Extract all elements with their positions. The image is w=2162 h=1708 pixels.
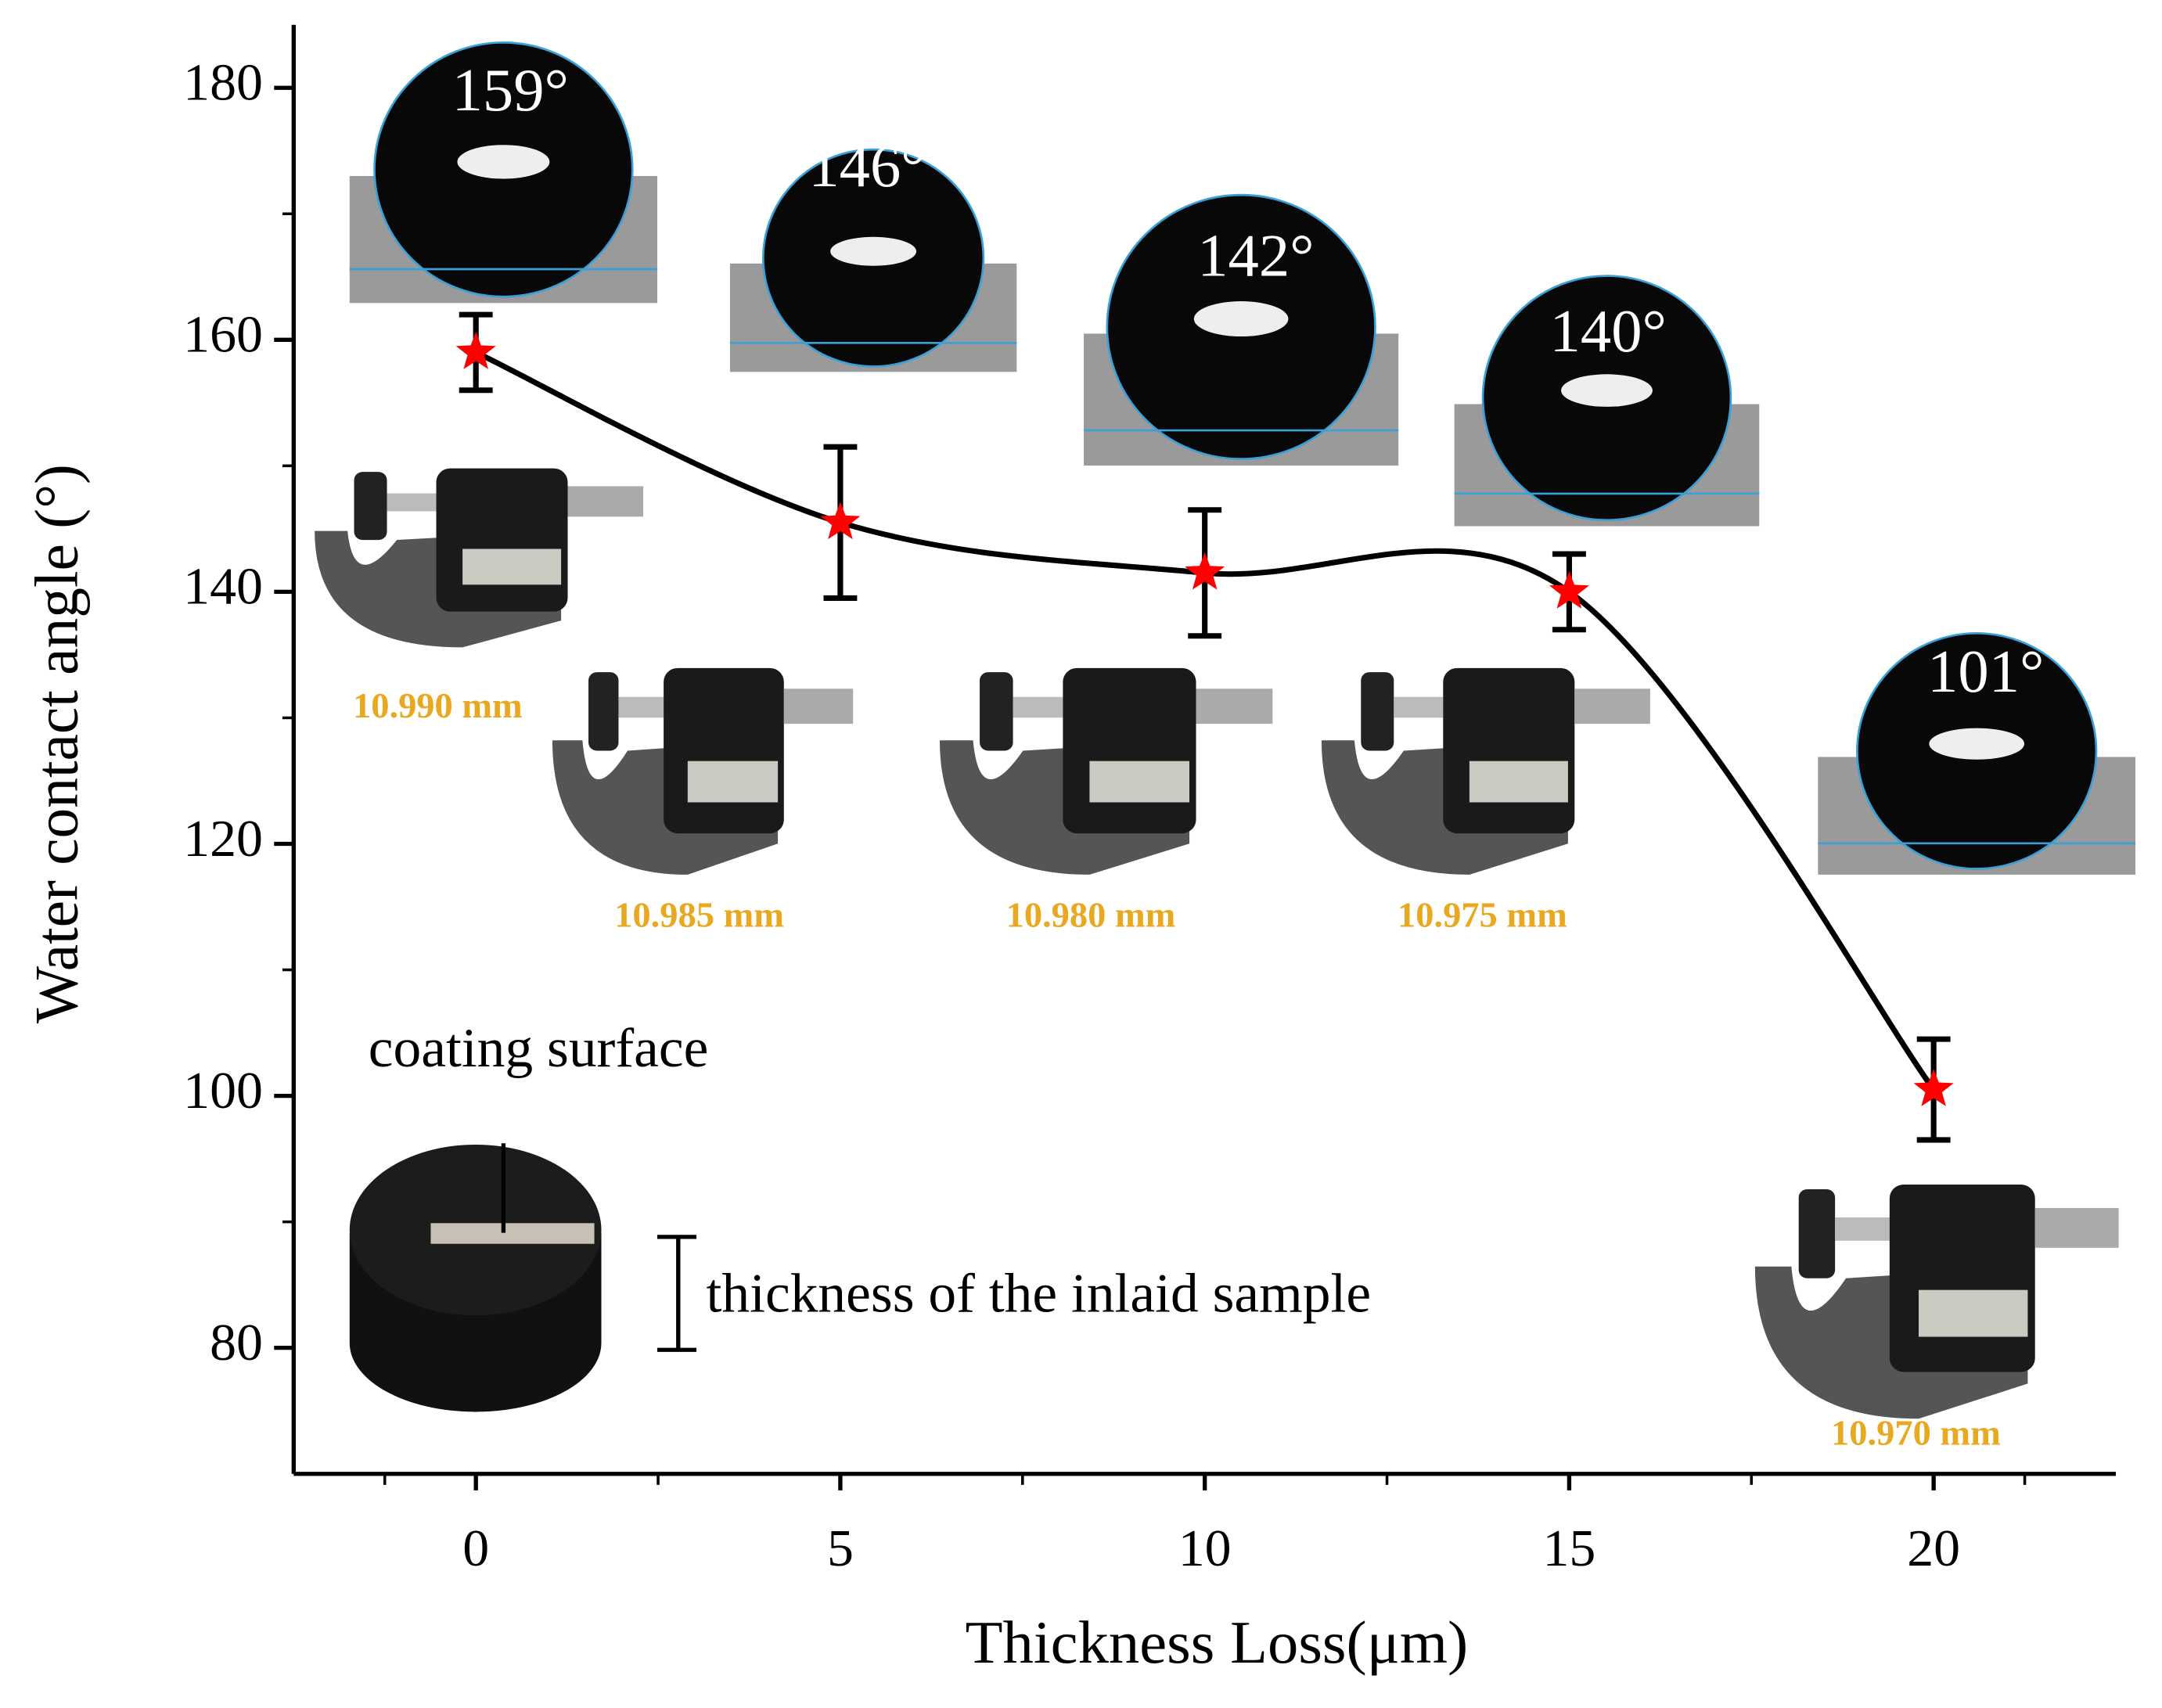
anvil <box>1798 1189 1836 1278</box>
x-tick-label: 15 <box>1542 1519 1595 1577</box>
angle-label: 140° <box>1550 297 1667 365</box>
y-tick-label: 100 <box>183 1061 263 1119</box>
micrometer-reading: 10.990 mm <box>353 685 523 725</box>
x-axis-label: Thickness Loss(μm) <box>965 1609 1468 1676</box>
micrometer-reading: 10.985 mm <box>614 895 784 935</box>
highlight <box>830 236 917 266</box>
droplet-image <box>349 20 657 304</box>
spindle <box>1835 1217 1890 1241</box>
droplet-image <box>1084 172 1399 466</box>
thimble <box>567 486 644 517</box>
micrometer-image <box>1754 1185 2119 1419</box>
annotation: thickness of the inlaid sample <box>707 1264 1372 1324</box>
body <box>1889 1185 2035 1372</box>
droplet-image <box>1454 254 1760 527</box>
display <box>1919 1289 2028 1337</box>
marker <box>1913 1069 1954 1106</box>
y-tick-label: 140 <box>183 557 263 615</box>
y-tick-label: 160 <box>183 305 263 363</box>
angle-label: 101° <box>1927 637 2044 704</box>
spindle <box>618 696 664 718</box>
highlight <box>1561 374 1653 407</box>
x-tick-label: 10 <box>1178 1519 1232 1577</box>
thimble <box>2034 1207 2119 1248</box>
body <box>436 468 568 612</box>
x-tick-label: 5 <box>827 1519 854 1577</box>
spindle <box>1394 696 1444 718</box>
micrometer-image <box>939 667 1273 875</box>
body <box>1063 667 1196 834</box>
droplet-image <box>1818 613 2136 875</box>
anvil <box>588 672 619 751</box>
y-axis-label: Water contact angle (°) <box>22 464 91 1023</box>
y-tick-label: 120 <box>183 809 263 867</box>
x-tick-label: 20 <box>1907 1519 1960 1577</box>
display <box>1089 761 1190 803</box>
droplet-image <box>729 131 1017 372</box>
spindle <box>1013 696 1063 718</box>
micrometer-reading: 10.975 mm <box>1398 895 1567 935</box>
micrometer-reading: 10.980 mm <box>1006 895 1176 935</box>
marker <box>455 332 496 369</box>
highlight <box>457 145 550 179</box>
angle-label: 146° <box>808 131 925 199</box>
highlight <box>1929 728 2025 760</box>
micrometer-image <box>1321 667 1650 875</box>
body <box>664 667 784 834</box>
angle-label: 159° <box>452 56 569 124</box>
marker <box>1549 570 1589 609</box>
micrometer-image <box>315 468 644 648</box>
thimble <box>1574 689 1650 725</box>
angle-label: 142° <box>1197 221 1314 289</box>
marker <box>820 502 861 540</box>
coating-strip <box>430 1223 595 1244</box>
display <box>462 548 562 585</box>
anvil <box>980 672 1013 751</box>
x-tick-label: 0 <box>462 1519 489 1577</box>
thimble <box>783 689 854 725</box>
display <box>1469 761 1568 803</box>
anvil <box>354 472 387 541</box>
display <box>687 761 779 803</box>
thimble <box>1196 689 1273 725</box>
y-tick-label: 80 <box>210 1313 263 1371</box>
highlight <box>1193 301 1289 337</box>
body <box>1443 667 1575 834</box>
micrometer-image <box>552 667 854 875</box>
y-tick-label: 180 <box>183 53 263 111</box>
marker <box>1185 552 1225 590</box>
micrometer-reading: 10.970 mm <box>1831 1413 2001 1453</box>
spindle <box>387 493 437 512</box>
anvil <box>1361 672 1394 751</box>
line <box>474 350 1937 1091</box>
annotation: coating surface <box>369 1018 709 1078</box>
